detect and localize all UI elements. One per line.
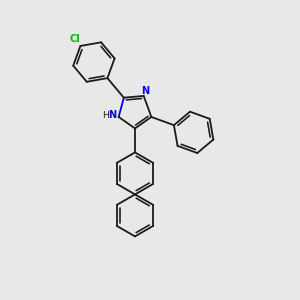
Text: N: N (141, 86, 149, 96)
Text: Cl: Cl (69, 34, 80, 44)
Text: N: N (108, 110, 116, 121)
Text: H: H (102, 111, 109, 120)
